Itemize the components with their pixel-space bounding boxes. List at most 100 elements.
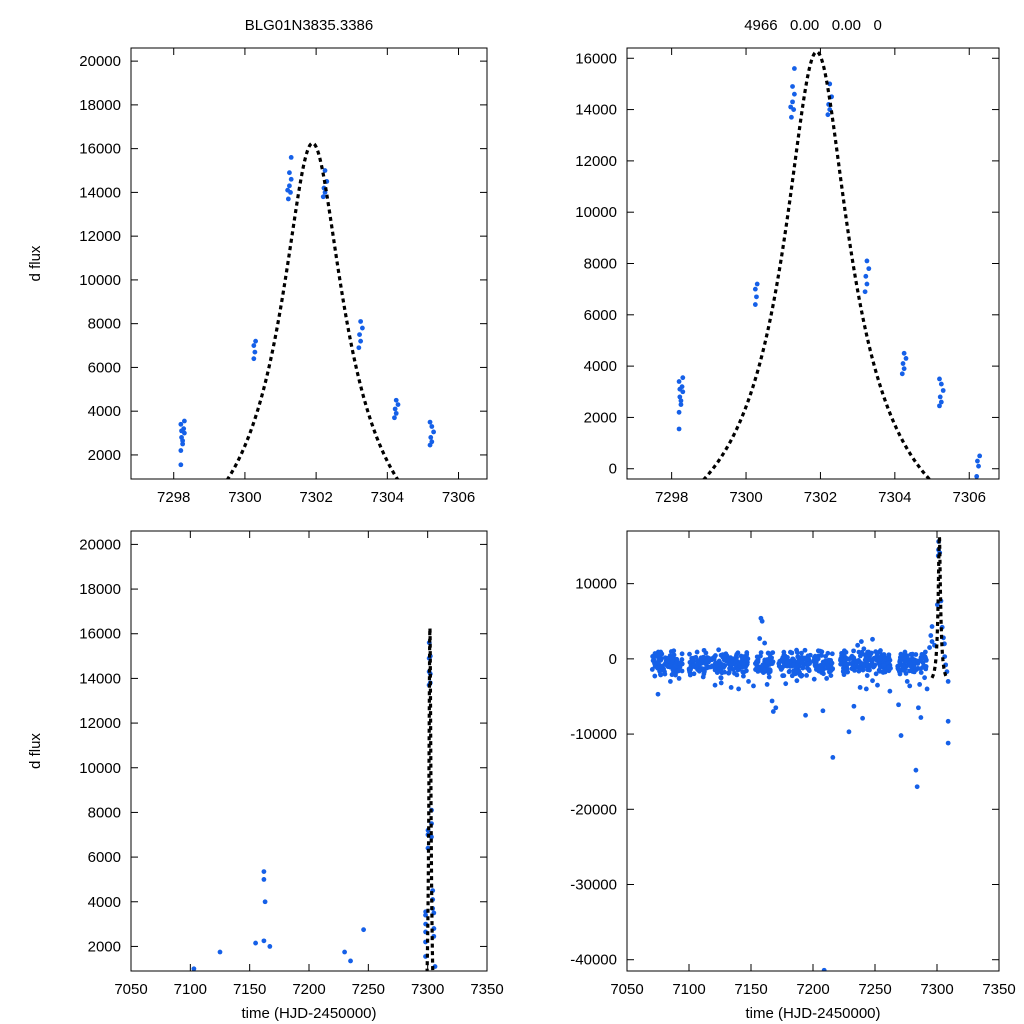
data-point xyxy=(393,410,399,416)
y-tick-label: 16000 xyxy=(79,626,121,643)
data-point xyxy=(182,418,187,424)
y-tick-label: 8000 xyxy=(584,256,617,273)
baseline-point xyxy=(655,653,661,659)
data-point xyxy=(904,679,910,684)
data-point xyxy=(792,66,797,71)
data-point xyxy=(348,958,353,964)
baseline-point xyxy=(851,648,856,654)
baseline-point xyxy=(794,669,800,675)
baseline-point xyxy=(758,650,764,655)
baseline-point xyxy=(910,651,915,657)
data-point xyxy=(864,281,870,287)
baseline-point xyxy=(652,673,658,679)
data-point xyxy=(718,680,724,686)
model-curve xyxy=(930,531,949,679)
data-point xyxy=(322,168,328,173)
data-point xyxy=(870,636,875,642)
y-tick-label: 0 xyxy=(609,651,617,668)
data-point xyxy=(914,784,920,790)
data-point xyxy=(178,462,184,468)
data-point xyxy=(358,338,364,344)
data-point xyxy=(846,729,852,735)
data-point xyxy=(937,403,942,409)
data-point xyxy=(680,375,686,381)
data-point xyxy=(751,683,756,689)
data-point xyxy=(899,371,905,377)
x-tick-label: 7306 xyxy=(953,489,986,506)
data-point xyxy=(764,682,770,687)
panel-top-left: BLG01N3835.3386 d flux 7298 7300 7302 7304 730… xyxy=(27,17,488,506)
baseline-point xyxy=(718,675,724,681)
data-point xyxy=(790,84,795,89)
baseline-point xyxy=(784,660,790,665)
baseline-point xyxy=(919,651,925,657)
data-point xyxy=(864,258,870,264)
data-point xyxy=(927,645,932,650)
baseline-point xyxy=(881,663,887,668)
baseline-point xyxy=(778,665,784,671)
baseline-point xyxy=(743,668,749,674)
x-tick-label: 7050 xyxy=(610,981,643,998)
data-point xyxy=(360,325,365,331)
plot-area xyxy=(676,50,983,479)
baseline-point xyxy=(886,664,891,670)
baseline-point xyxy=(829,651,835,657)
y-tick-label: 2000 xyxy=(584,409,617,426)
x-tick-label: 7302 xyxy=(299,489,332,506)
baseline-point xyxy=(818,663,823,668)
baseline-point xyxy=(782,653,788,659)
data-point xyxy=(393,397,399,403)
data-point xyxy=(863,686,869,692)
chart-title: 4966 0.00 0.00 0 xyxy=(744,17,882,34)
y-tick-label: 2000 xyxy=(88,447,121,464)
baseline-point xyxy=(694,663,699,668)
data-point xyxy=(866,266,872,272)
data-point xyxy=(191,966,197,971)
data-point xyxy=(938,399,944,405)
data-point xyxy=(752,286,758,292)
plot-area xyxy=(649,531,951,971)
data-point xyxy=(900,361,906,366)
data-point xyxy=(429,424,435,429)
baseline-point xyxy=(656,661,661,666)
y-tick-label: 4000 xyxy=(584,358,617,375)
baseline-point xyxy=(877,657,883,662)
baseline-point xyxy=(649,667,655,672)
data-point xyxy=(862,289,868,295)
baseline-point xyxy=(909,655,915,661)
data-point xyxy=(770,709,776,714)
data-point xyxy=(788,104,794,110)
baseline-point xyxy=(828,673,834,678)
baseline-point xyxy=(657,671,663,677)
baseline-point xyxy=(922,649,928,655)
y-tick-label: -40000 xyxy=(570,952,617,969)
data-point xyxy=(676,409,682,415)
baseline-point xyxy=(829,660,835,666)
y-tick-label: 20000 xyxy=(79,536,121,553)
baseline-point xyxy=(691,671,697,677)
data-point xyxy=(790,99,795,105)
data-point xyxy=(677,394,683,400)
data-point xyxy=(431,429,436,435)
data-point xyxy=(898,733,904,738)
baseline-point xyxy=(812,660,818,666)
data-point xyxy=(701,671,707,677)
baseline-point xyxy=(915,658,920,664)
data-point xyxy=(676,676,682,681)
baseline-point xyxy=(675,668,681,674)
data-point xyxy=(752,302,758,307)
data-point xyxy=(676,379,682,384)
x-tick-label: 7200 xyxy=(292,981,325,998)
baseline-point xyxy=(800,665,806,671)
x-tick-label: 7200 xyxy=(796,981,829,998)
baseline-point xyxy=(722,653,728,659)
y-tick-label: 20000 xyxy=(79,53,121,70)
data-point xyxy=(945,679,951,684)
data-point xyxy=(977,453,983,459)
data-point xyxy=(851,703,857,709)
baseline-point xyxy=(719,670,725,675)
y-axis-label: d flux xyxy=(27,733,44,769)
baseline-point xyxy=(849,653,855,659)
data-point xyxy=(677,386,683,392)
baseline-point xyxy=(796,654,802,660)
